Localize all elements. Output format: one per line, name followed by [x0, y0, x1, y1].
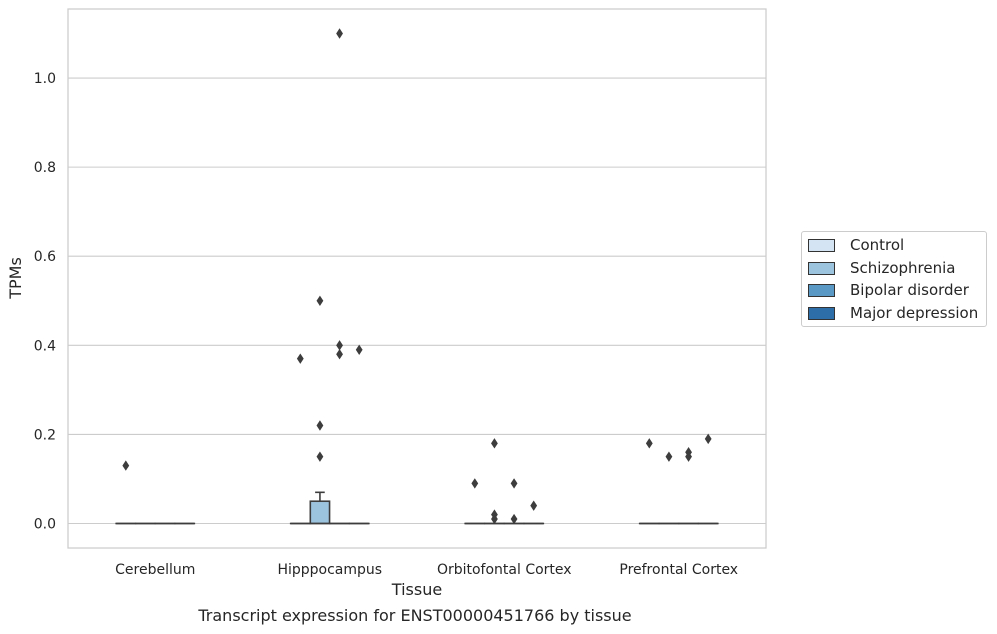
outlier-point — [316, 420, 324, 431]
outlier-point — [355, 344, 363, 355]
legend-item-major-depression: Major depression — [808, 303, 978, 323]
boxes — [115, 491, 719, 525]
outlier-point — [336, 340, 343, 351]
outlier-point — [704, 433, 712, 445]
legend-label-control: Control — [850, 236, 905, 254]
outlier-point — [122, 460, 130, 471]
outlier-point — [530, 500, 538, 511]
x-tick-labels: Cerebellum Hipppocampus Orbitofontal Corte… — [115, 562, 738, 578]
y-tick-label: 0.6 — [34, 249, 56, 265]
legend-swatch-control — [808, 238, 835, 252]
legend: Control Schizophrenia Bipolar disorder M… — [801, 231, 987, 327]
legend-item-bipolar-disorder: Bipolar disorder — [808, 280, 969, 300]
outlier-point — [510, 478, 518, 489]
outlier-point — [665, 451, 673, 462]
outlier-point — [336, 28, 343, 39]
outlier-point — [316, 295, 324, 306]
outlier-points — [122, 28, 712, 525]
y-tick-labels: 0.0 0.2 0.4 0.6 0.8 1.0 — [34, 71, 56, 532]
y-tick-label: 0.2 — [34, 427, 56, 443]
figure-caption: Transcript expression for ENST0000045176… — [198, 606, 632, 625]
y-tick-label: 0.4 — [34, 338, 56, 354]
legend-swatch-schizophrenia — [808, 261, 835, 275]
y-tick-label: 0.8 — [34, 160, 56, 176]
legend-label-schizophrenia: Schizophrenia — [850, 259, 956, 277]
box-schizophrenia — [309, 500, 331, 525]
y-axis-label: TPMs — [6, 257, 25, 300]
outlier-point — [491, 513, 498, 525]
x-tick-label: Orbitofontal Cortex — [437, 562, 572, 578]
outlier-point — [510, 513, 518, 525]
outlier-point — [336, 349, 343, 360]
outlier-point — [471, 478, 479, 489]
plot-frame — [67, 8, 767, 549]
y-tick-label: 0.0 — [34, 517, 56, 533]
legend-item-schizophrenia: Schizophrenia — [808, 258, 955, 278]
outlier-point — [645, 438, 653, 449]
legend-label-bipolar-disorder: Bipolar disorder — [850, 281, 969, 299]
legend-label-major-depression: Major depression — [850, 304, 979, 322]
legend-swatch-bipolar-disorder — [808, 283, 835, 297]
outlier-point — [296, 353, 304, 364]
x-axis-label: Tissue — [391, 580, 442, 599]
x-tick-label: Cerebellum — [115, 562, 195, 578]
outlier-point — [491, 438, 498, 449]
outlier-point — [316, 451, 324, 462]
outlier-point — [685, 451, 692, 462]
gridlines — [68, 77, 766, 525]
legend-item-control: Control — [808, 235, 904, 255]
x-tick-label: Hipppocampus — [277, 562, 382, 578]
x-tick-label: Prefrontal Cortex — [619, 562, 738, 578]
y-tick-label: 1.0 — [34, 71, 56, 87]
legend-swatch-major-depression — [808, 306, 835, 320]
